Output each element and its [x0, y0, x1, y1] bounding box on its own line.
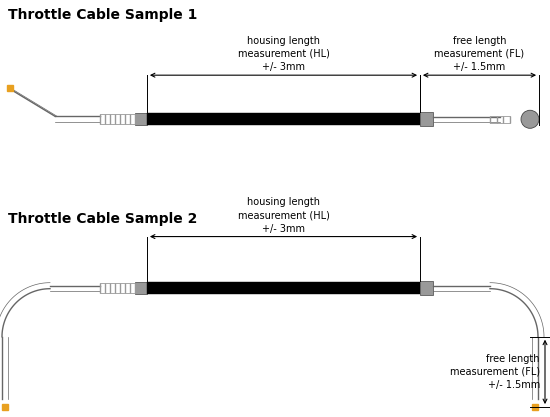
Text: housing length
measurement (HL)
+/- 3mm: housing length measurement (HL) +/- 3mm: [238, 197, 329, 234]
Bar: [147, 281, 420, 294]
Bar: [420, 281, 433, 295]
Text: free length
measurement (FL)
+/- 1.5mm: free length measurement (FL) +/- 1.5mm: [450, 354, 540, 390]
Text: Throttle Cable Sample 2: Throttle Cable Sample 2: [8, 211, 197, 226]
Text: free length
measurement (FL)
+/- 1.5mm: free length measurement (FL) +/- 1.5mm: [434, 36, 525, 72]
Text: Throttle Cable Sample 1: Throttle Cable Sample 1: [8, 8, 197, 22]
Circle shape: [521, 110, 539, 128]
Text: housing length
measurement (HL)
+/- 3mm: housing length measurement (HL) +/- 3mm: [238, 36, 329, 72]
Bar: [135, 113, 147, 125]
Bar: [135, 281, 147, 294]
Bar: [147, 113, 420, 125]
Bar: [420, 112, 433, 126]
